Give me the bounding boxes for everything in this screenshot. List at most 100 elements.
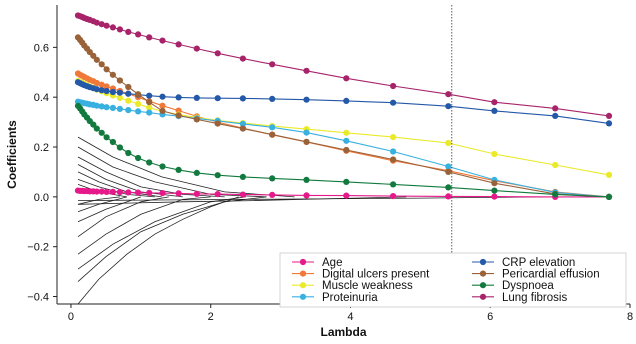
data-point-lung-fibrosis <box>103 22 110 29</box>
data-point-muscle-weakness <box>605 171 613 178</box>
data-point-proteinuria <box>109 104 116 111</box>
data-point-pericardial-effusion <box>390 156 397 163</box>
legend-marker-lung-fibrosis <box>479 293 487 300</box>
coefficient-path-line <box>77 196 169 238</box>
data-point-pericardial-effusion <box>90 52 97 59</box>
data-point-digital-ulcers-present <box>98 81 105 88</box>
legend-label-dyspnoea: Dyspnoea <box>502 280 554 292</box>
legend-marker-age <box>299 258 307 266</box>
y-tick-label: −0.4 <box>27 292 49 304</box>
data-point-lung-fibrosis <box>193 45 200 52</box>
data-point-crp-elevation <box>175 94 182 101</box>
data-point-proteinuria <box>445 163 452 170</box>
data-point-dyspnoea <box>175 166 182 173</box>
data-point-lung-fibrosis <box>343 75 350 82</box>
data-point-dyspnoea <box>491 187 498 194</box>
data-point-lung-fibrosis <box>239 55 246 62</box>
legend-label-digital-ulcers-present: Digital ulcers present <box>322 269 430 281</box>
coefficient-path-line <box>77 196 246 270</box>
data-point-dyspnoea <box>239 173 246 180</box>
data-point-pericardial-effusion <box>103 66 110 73</box>
data-point-lung-fibrosis <box>445 91 452 98</box>
data-point-pericardial-effusion <box>109 71 116 78</box>
coefficient-path-line <box>77 196 120 205</box>
data-point-dyspnoea <box>214 172 221 179</box>
data-point-crp-elevation <box>445 103 452 110</box>
legend-marker-digital-ulcers-present <box>299 270 307 277</box>
data-point-muscle-weakness <box>343 129 350 136</box>
data-point-pericardial-effusion <box>193 116 200 123</box>
data-point-lung-fibrosis <box>390 82 397 90</box>
data-point-muscle-weakness <box>552 161 559 169</box>
data-point-dyspnoea <box>146 159 153 166</box>
data-point-lung-fibrosis <box>605 112 613 119</box>
series-line-crp-elevation <box>77 81 610 124</box>
data-point-dyspnoea <box>116 144 123 151</box>
data-point-age <box>491 193 498 200</box>
coefficient-path-line <box>77 196 128 213</box>
data-point-proteinuria <box>343 137 350 144</box>
data-point-age <box>103 188 110 195</box>
data-point-dyspnoea <box>135 154 142 162</box>
data-point-lung-fibrosis <box>214 50 221 57</box>
data-point-pericardial-effusion <box>116 77 123 84</box>
data-point-age <box>445 193 452 200</box>
data-point-proteinuria <box>93 102 100 109</box>
x-tick-label: 8 <box>627 311 633 323</box>
data-point-muscle-weakness <box>390 134 397 141</box>
data-point-pericardial-effusion <box>445 168 452 175</box>
data-point-pericardial-effusion <box>214 120 221 127</box>
data-point-lung-fibrosis <box>303 67 310 74</box>
x-tick-label: 4 <box>347 311 353 323</box>
data-point-proteinuria <box>125 107 132 114</box>
data-point-age <box>109 188 116 195</box>
data-point-crp-elevation <box>491 107 498 114</box>
x-tick-label: 6 <box>487 311 493 323</box>
data-point-crp-elevation <box>146 92 153 99</box>
coefficient-path-line <box>77 196 554 201</box>
data-point-lung-fibrosis <box>175 41 182 48</box>
data-point-lung-fibrosis <box>125 28 132 35</box>
data-point-pericardial-effusion <box>98 61 105 68</box>
legend-marker-proteinuria <box>299 293 307 300</box>
data-point-proteinuria <box>135 108 142 115</box>
data-point-crp-elevation <box>269 95 276 102</box>
coefficient-path-line <box>77 196 239 305</box>
data-point-age <box>269 191 276 198</box>
data-point-age <box>214 191 221 198</box>
legend-label-age: Age <box>322 257 342 269</box>
data-point-age <box>93 188 100 195</box>
data-point-pericardial-effusion <box>135 91 142 98</box>
data-point-pericardial-effusion <box>159 107 166 114</box>
legend-label-lung-fibrosis: Lung fibrosis <box>502 292 567 304</box>
data-point-dyspnoea <box>98 129 105 136</box>
legend-marker-muscle-weakness <box>299 282 307 289</box>
data-point-dyspnoea <box>193 169 200 176</box>
data-point-pericardial-effusion <box>146 99 153 106</box>
data-point-dyspnoea <box>103 134 110 141</box>
data-point-crp-elevation <box>109 88 116 96</box>
data-point-age <box>116 189 123 196</box>
data-point-dyspnoea <box>605 193 613 200</box>
data-point-age <box>343 192 350 199</box>
data-point-crp-elevation <box>116 89 123 96</box>
data-point-age <box>159 190 166 197</box>
series-line-digital-ulcers-present <box>77 73 610 198</box>
x-tick-label: 2 <box>208 311 214 323</box>
data-point-crp-elevation <box>193 94 200 101</box>
y-tick-label: 0.0 <box>34 192 49 204</box>
legend-label-proteinuria: Proteinuria <box>322 292 378 304</box>
data-point-proteinuria <box>98 103 105 110</box>
data-point-age <box>303 192 310 199</box>
data-point-crp-elevation <box>98 87 105 94</box>
data-point-lung-fibrosis <box>269 61 276 68</box>
data-point-proteinuria <box>146 109 153 116</box>
data-point-pericardial-effusion <box>125 83 132 91</box>
unlabeled-paths-group <box>77 136 554 305</box>
data-point-muscle-weakness <box>135 100 142 107</box>
data-point-crp-elevation <box>605 120 613 127</box>
data-point-lung-fibrosis <box>552 105 559 112</box>
data-point-lung-fibrosis <box>93 19 100 26</box>
